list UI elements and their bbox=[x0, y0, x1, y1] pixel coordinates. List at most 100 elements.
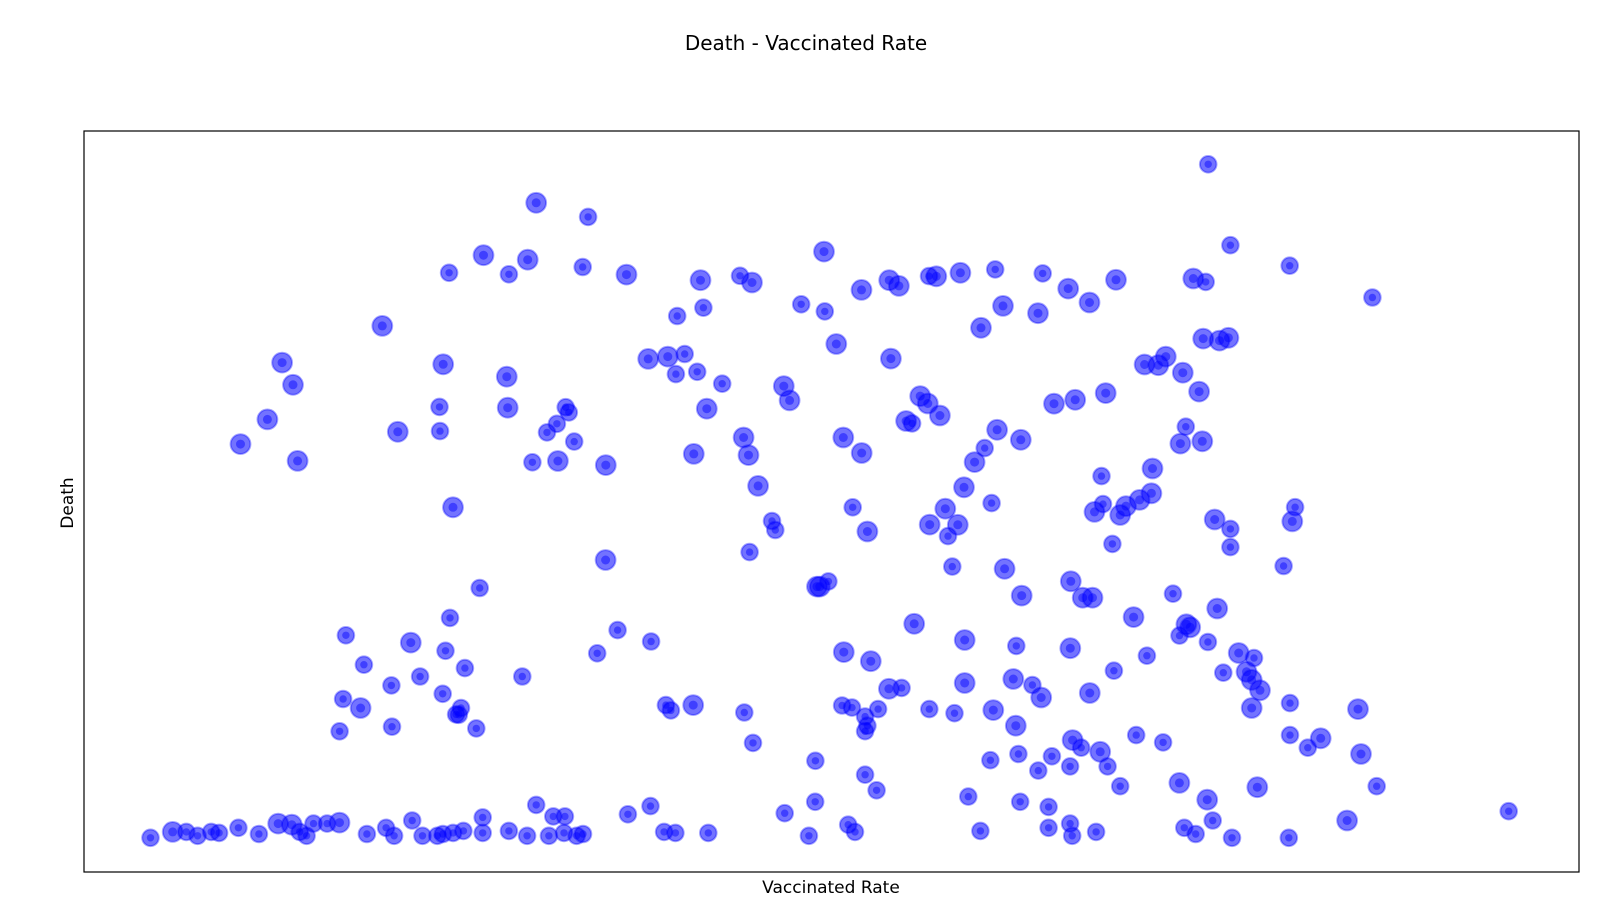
scatter-point bbox=[993, 557, 1016, 580]
scatter-point-core bbox=[518, 672, 526, 681]
scatter-point-core bbox=[479, 813, 487, 822]
scatter-point-core bbox=[1226, 525, 1235, 533]
scatter-point bbox=[1071, 738, 1091, 758]
scatter-point-core bbox=[560, 829, 568, 837]
scatter-point bbox=[354, 655, 374, 675]
scatter-point-core bbox=[1097, 472, 1106, 480]
scatter-point bbox=[695, 397, 718, 420]
points-layer bbox=[141, 155, 1518, 848]
scatter-point-core bbox=[461, 664, 469, 672]
scatter-point-core bbox=[908, 419, 916, 428]
scatter-point-core bbox=[986, 756, 995, 764]
scatter-point bbox=[1221, 537, 1240, 557]
scatter-point bbox=[730, 266, 750, 286]
scatter-point bbox=[382, 676, 401, 695]
scatter-point bbox=[249, 824, 269, 844]
scatter-point-core bbox=[182, 828, 190, 836]
scatter-point-core bbox=[1049, 399, 1059, 409]
scatter-point bbox=[1059, 570, 1082, 593]
scatter-point bbox=[1350, 743, 1372, 765]
scatter-point bbox=[1186, 824, 1205, 844]
scatter-point bbox=[945, 703, 964, 723]
scatter-point bbox=[992, 295, 1014, 317]
scatter-point-core bbox=[1146, 488, 1156, 498]
scatter-point bbox=[1029, 761, 1048, 780]
scatter-point-core bbox=[601, 555, 611, 565]
scatter-point-core bbox=[1368, 293, 1377, 302]
scatter-point-core bbox=[740, 708, 748, 717]
scatter-point-core bbox=[479, 250, 488, 260]
scatter-point bbox=[985, 260, 1005, 279]
scatter-point-core bbox=[811, 798, 819, 806]
chart-title: Death - Vaccinated Rate bbox=[685, 31, 927, 55]
plot-frame bbox=[83, 130, 1580, 873]
scatter-point bbox=[282, 373, 304, 396]
scatter-point-core bbox=[1148, 464, 1157, 473]
scatter-point bbox=[229, 433, 252, 456]
scatter-point bbox=[1235, 660, 1258, 683]
scatter-point bbox=[880, 347, 902, 370]
scatter-point-core bbox=[688, 700, 698, 710]
scatter-point-core bbox=[342, 631, 350, 639]
scatter-point-core bbox=[335, 818, 344, 828]
scatter-point-core bbox=[416, 672, 424, 681]
scatter-point bbox=[855, 721, 875, 741]
scatter-point bbox=[1039, 818, 1058, 838]
scatter-point-core bbox=[931, 271, 941, 281]
scatter-point-core bbox=[976, 323, 986, 333]
scatter-point bbox=[1196, 788, 1219, 811]
scatter-point-core bbox=[1505, 807, 1513, 815]
scatter-point bbox=[982, 699, 1005, 721]
scatter-point bbox=[925, 265, 948, 288]
scatter-point-core bbox=[848, 703, 856, 712]
scatter-point-core bbox=[779, 381, 789, 391]
scatter-point-core bbox=[704, 829, 712, 837]
scatter-point-core bbox=[1185, 622, 1195, 632]
scatter-point bbox=[333, 689, 353, 709]
scatter-point bbox=[825, 333, 848, 355]
scatter-point-core bbox=[1175, 439, 1185, 449]
scatter-point bbox=[1336, 809, 1358, 832]
scatter-point bbox=[523, 453, 542, 472]
scatter-point-core bbox=[1223, 333, 1233, 343]
scatter-point-core bbox=[647, 637, 655, 646]
scatter-point bbox=[141, 828, 160, 848]
scatter-point bbox=[953, 629, 976, 651]
scatter-point-core bbox=[1132, 731, 1140, 739]
scatter-point bbox=[271, 351, 294, 374]
scatter-point bbox=[920, 699, 939, 719]
scatter-point bbox=[1023, 675, 1042, 695]
scatter-point-core bbox=[739, 433, 749, 442]
scatter-point bbox=[1007, 636, 1026, 656]
scatter-point bbox=[743, 733, 763, 753]
scatter-point-core bbox=[436, 427, 444, 435]
scatter-point-core bbox=[797, 300, 805, 308]
scatter-point bbox=[1203, 811, 1222, 830]
scatter-point bbox=[1198, 155, 1218, 174]
scatter-point-core bbox=[1044, 824, 1053, 832]
scatter-point-core bbox=[1085, 688, 1095, 698]
scatter-point-core bbox=[673, 312, 681, 320]
scatter-point bbox=[209, 823, 229, 843]
scatter-point-core bbox=[1090, 507, 1099, 517]
scatter-point-core bbox=[438, 359, 448, 369]
scatter-point-core bbox=[1342, 816, 1352, 825]
scatter-point-core bbox=[1068, 735, 1078, 745]
scatter-point bbox=[694, 298, 713, 318]
scatter-point-core bbox=[1034, 766, 1043, 775]
scatter-point-core bbox=[1279, 562, 1288, 570]
scatter-point-core bbox=[1180, 824, 1189, 832]
scatter-point bbox=[740, 542, 759, 562]
scatter-point-core bbox=[1286, 262, 1294, 270]
scatter-point bbox=[382, 717, 402, 737]
scatter-point bbox=[1137, 646, 1157, 666]
scatter-point bbox=[832, 426, 855, 449]
scatter-point-core bbox=[1285, 834, 1293, 842]
scatter-point-core bbox=[439, 830, 447, 838]
scatter-point bbox=[1217, 326, 1240, 349]
scatter-point bbox=[1363, 288, 1382, 307]
scatter-point bbox=[564, 432, 584, 451]
scatter-point-core bbox=[839, 647, 849, 657]
scatter-point bbox=[455, 658, 475, 678]
scatter-point-core bbox=[821, 307, 829, 316]
